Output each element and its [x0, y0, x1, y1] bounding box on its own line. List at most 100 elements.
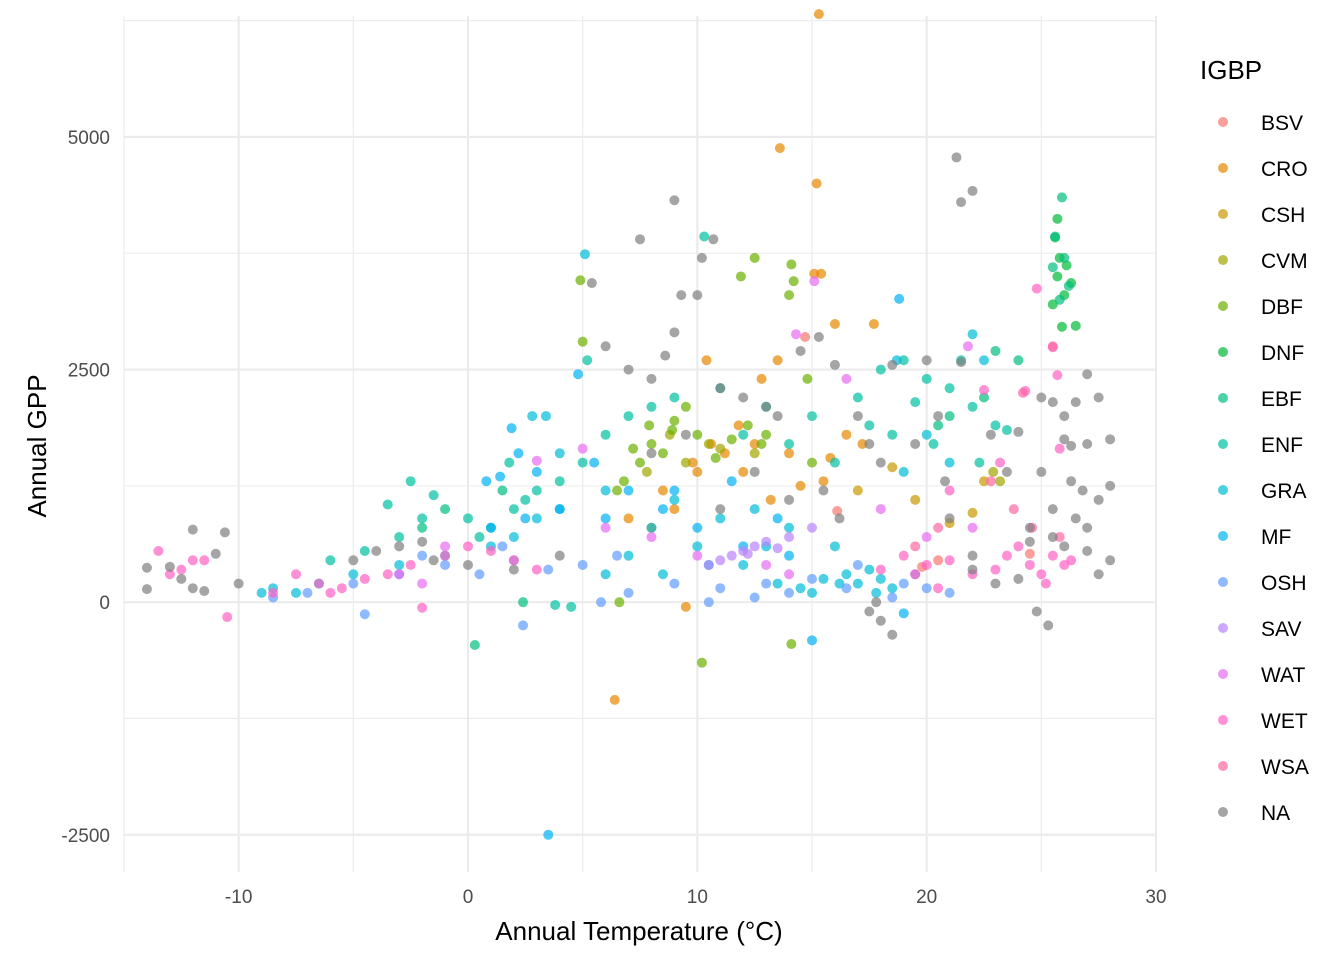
data-point: [614, 597, 625, 608]
data-point: [463, 541, 473, 552]
data-point: [268, 587, 279, 598]
data-point: [1036, 392, 1047, 403]
data-point: [566, 601, 577, 612]
data-point: [1066, 440, 1077, 451]
data-point: [1082, 369, 1093, 380]
data-point: [921, 373, 932, 384]
data-point: [1024, 559, 1035, 570]
data-point: [600, 485, 611, 496]
data-point: [1059, 252, 1070, 263]
data-point: [531, 485, 542, 496]
data-point: [575, 275, 586, 286]
data-point: [657, 504, 668, 515]
data-point: [579, 249, 590, 260]
data-point: [784, 522, 795, 533]
data-point: [995, 476, 1006, 487]
grid: [123, 16, 1158, 872]
data-point: [995, 457, 1006, 468]
data-point: [715, 383, 726, 394]
data-point: [313, 578, 324, 589]
data-point: [829, 318, 840, 329]
data-point: [921, 355, 932, 366]
data-point: [967, 401, 978, 412]
legend-key: [1218, 347, 1228, 357]
data-point: [692, 550, 703, 561]
legend-label: BSV: [1261, 112, 1303, 135]
data-point: [646, 401, 657, 412]
data-point: [841, 583, 852, 594]
legend-item-wsa: WSA: [1218, 756, 1309, 779]
data-point: [933, 555, 944, 566]
data-point: [1047, 262, 1058, 273]
data-point: [784, 569, 795, 580]
data-point: [761, 536, 772, 547]
data-point: [715, 583, 726, 594]
legend-label: DNF: [1261, 342, 1304, 365]
series-osh: [268, 541, 955, 631]
series-na: [141, 152, 1116, 640]
data-point: [1070, 513, 1081, 524]
data-point: [726, 550, 737, 561]
data-point: [1031, 283, 1042, 294]
data-point: [1024, 522, 1035, 533]
series-cro: [609, 9, 879, 705]
data-point: [1082, 546, 1093, 556]
legend-label: DBF: [1261, 296, 1303, 319]
data-point: [951, 152, 962, 163]
data-point: [967, 564, 978, 575]
data-point: [726, 434, 737, 445]
data-point: [875, 364, 886, 375]
data-point: [933, 411, 944, 422]
data-point: [577, 336, 588, 347]
data-point: [222, 612, 233, 623]
data-point: [1093, 392, 1104, 403]
legend-item-gra: GRA: [1218, 480, 1307, 503]
x-tick-label: 20: [916, 887, 937, 908]
data-point: [1093, 494, 1104, 505]
data-point: [527, 411, 538, 422]
legend-key: [1218, 117, 1228, 127]
data-point: [554, 448, 565, 459]
data-point: [864, 564, 875, 575]
legend-key: [1218, 301, 1228, 311]
data-point: [985, 476, 996, 487]
data-point: [359, 609, 370, 620]
data-point: [680, 601, 691, 612]
data-point: [508, 532, 519, 543]
data-point: [738, 392, 749, 403]
data-point: [749, 504, 760, 515]
data-point: [807, 522, 817, 533]
data-point: [577, 559, 588, 570]
data-point: [348, 578, 359, 589]
data-point: [474, 569, 485, 580]
data-point: [940, 476, 951, 487]
data-point: [623, 513, 634, 524]
data-point: [756, 373, 767, 384]
data-point: [726, 476, 737, 487]
data-point: [807, 587, 817, 598]
data-point: [1013, 573, 1024, 584]
x-tick-label: 30: [1145, 887, 1166, 908]
data-point: [676, 290, 687, 301]
data-point: [933, 522, 944, 533]
data-point: [463, 559, 473, 570]
data-point: [703, 439, 714, 449]
data-point: [531, 513, 542, 524]
legend-label: EBF: [1261, 388, 1302, 411]
data-point: [841, 569, 852, 580]
data-point: [646, 522, 657, 533]
legend-key: [1218, 807, 1228, 817]
data-point: [1043, 620, 1054, 631]
data-point: [864, 606, 875, 617]
data-point: [187, 524, 198, 535]
data-point: [818, 485, 829, 496]
legend-item-csh: CSH: [1218, 204, 1305, 227]
y-tick-label: 2500: [68, 361, 110, 382]
data-point: [715, 555, 726, 566]
data-point: [657, 569, 668, 580]
data-point: [696, 657, 707, 668]
data-point: [1093, 569, 1104, 580]
data-point: [795, 583, 806, 594]
data-point: [990, 578, 1001, 589]
legend-item-sav: SAV: [1218, 618, 1301, 641]
